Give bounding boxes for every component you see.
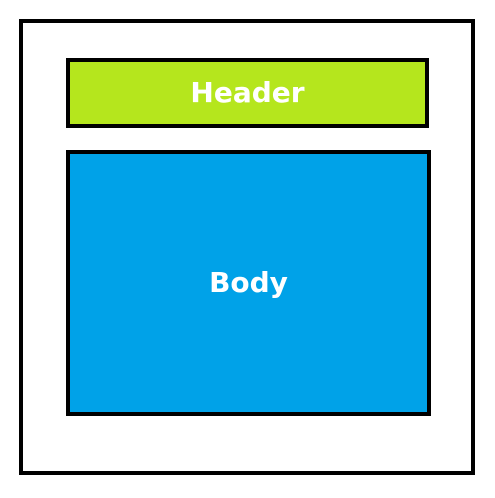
body-label: Body xyxy=(209,266,288,299)
header-block: Header xyxy=(66,58,429,128)
body-block: Body xyxy=(66,150,431,416)
header-label: Header xyxy=(190,76,305,109)
